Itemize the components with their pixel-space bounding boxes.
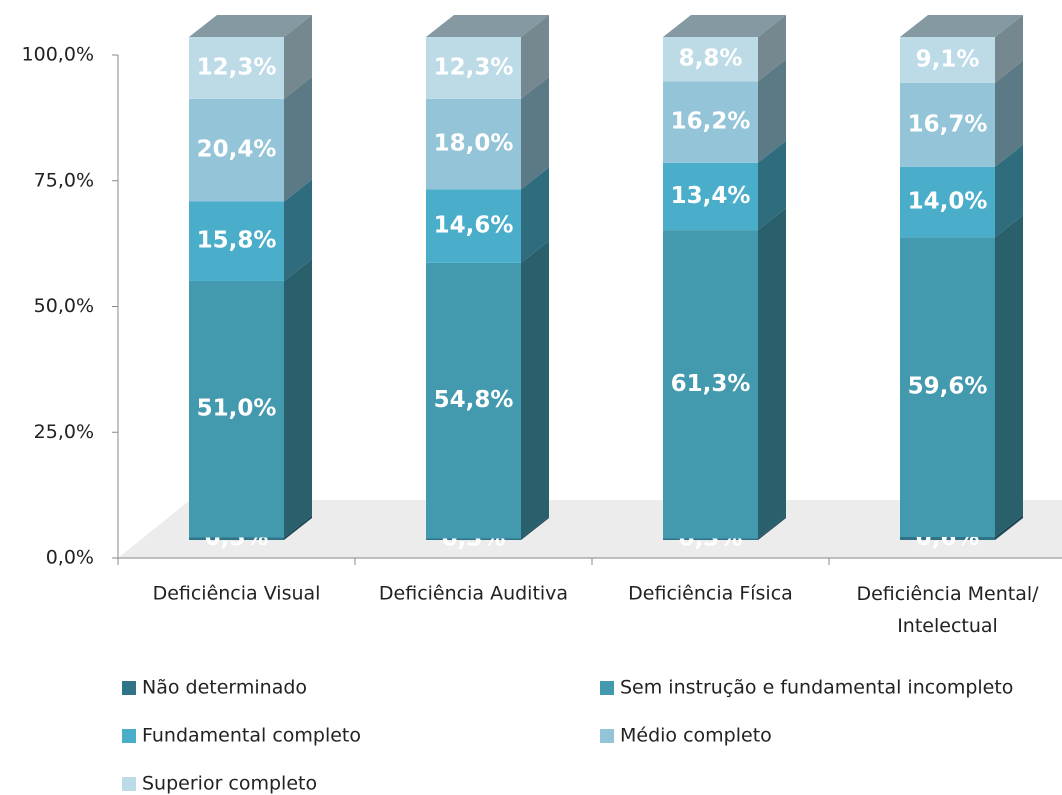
bar [189,280,284,538]
x-tick-label: Deficiência Visual [153,583,321,605]
legend-swatch [122,777,136,791]
bar [189,537,284,540]
legend-swatch [122,729,136,743]
bar [189,98,284,202]
floor [118,500,1062,558]
y-tick-label: 0,0% [46,547,94,569]
bar-side [995,514,1023,540]
legend-label: Médio completo [620,725,772,747]
bar-side [758,140,786,231]
value-label: 15,8% [197,228,277,254]
legend-label: Não determinado [142,677,307,699]
bar-side [995,15,1023,83]
bar-side [758,208,786,539]
value-label: 16,7% [908,111,988,137]
legend-swatch [600,681,614,695]
value-label: 61,3% [671,371,751,397]
bar-side [758,516,786,540]
bar-side [284,179,312,281]
bar-top [900,15,1023,37]
bar [426,37,521,99]
bar-side [758,59,786,163]
bar [900,536,995,540]
bar [663,37,758,82]
bar [663,230,758,539]
bar [663,162,758,231]
y-tick-label: 100,0% [22,44,94,66]
value-label: 54,8% [434,387,514,413]
bar-side [284,15,312,99]
bar [900,37,995,83]
bar-side [284,76,312,202]
y-tick-label: 25,0% [34,421,94,443]
value-label: 9,1% [916,46,980,72]
bar [426,189,521,263]
bar [426,262,521,539]
bar-side [995,144,1023,238]
legend-swatch [600,729,614,743]
value-label: 14,0% [908,188,988,214]
value-label: 13,4% [671,183,751,209]
bar [900,237,995,537]
bar-top [426,15,549,37]
bar-side [758,15,786,82]
bar-side [284,258,312,538]
x-tick-label: Deficiência Auditiva [379,583,568,605]
bar [426,538,521,540]
value-label: 16,2% [671,109,751,135]
value-label: 51,0% [197,396,277,422]
y-tick-label: 75,0% [34,169,94,191]
value-label: 8,8% [679,46,743,72]
y-tick-label: 50,0% [34,295,94,317]
bar-side [521,15,549,99]
bar-side [521,516,549,540]
value-label: 18,0% [434,131,514,157]
value-label: 14,6% [434,213,514,239]
bar-side [521,240,549,539]
legend-label: Superior completo [142,773,317,795]
value-label: 12,3% [434,54,514,80]
bar [900,82,995,167]
value-label: 20,4% [197,137,277,163]
legend-label: Sem instrução e fundamental incompleto [620,677,1013,699]
x-tick-label: Deficiência Mental/Intelectual [856,583,1039,637]
x-tick-label: Deficiência Física [628,583,793,605]
legend-swatch [122,681,136,695]
bar-top [663,15,786,37]
bar-top [189,15,312,37]
bar [426,98,521,190]
legend-label: Fundamental completo [142,725,361,747]
value-label: 59,6% [908,374,988,400]
bar-side [995,215,1023,537]
bar-side [284,515,312,540]
bar-side [995,60,1023,167]
bar [900,166,995,238]
value-label: 12,3% [197,54,277,80]
bar-side [521,76,549,190]
bar [663,81,758,163]
bar [189,37,284,99]
bar [189,201,284,281]
bar [663,538,758,540]
bar-side [521,167,549,263]
